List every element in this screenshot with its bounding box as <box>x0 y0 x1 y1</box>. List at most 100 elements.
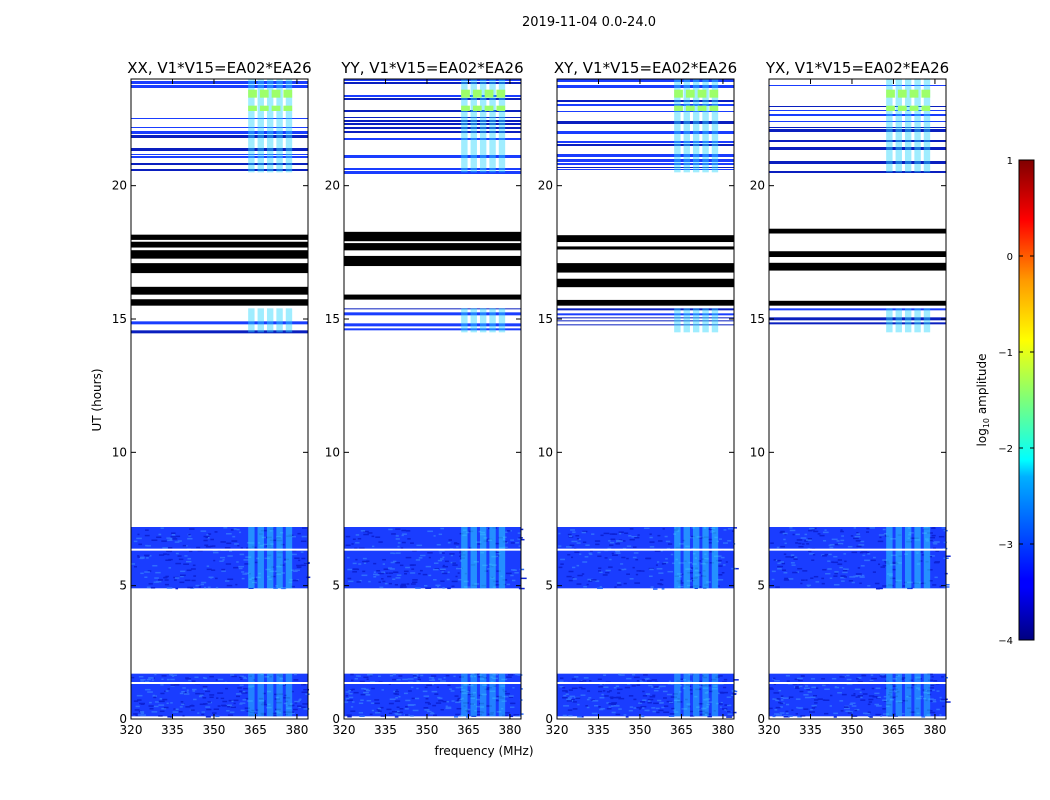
noise-speck <box>606 702 610 704</box>
noise-speck <box>909 679 913 682</box>
noise-speck <box>791 556 798 559</box>
noise-speck <box>436 686 439 689</box>
noise-speck <box>644 527 650 530</box>
noise-speck <box>412 674 419 676</box>
noise-speck <box>394 700 401 702</box>
noise-speck <box>850 702 856 704</box>
data-row <box>769 106 946 107</box>
noise-speck <box>189 528 195 530</box>
noise-speck <box>615 540 621 542</box>
noise-speck <box>839 566 843 569</box>
noise-speck <box>469 675 473 677</box>
noise-speck <box>389 698 396 701</box>
noise-speck <box>932 527 936 529</box>
noise-speck <box>855 575 861 577</box>
noise-speck <box>774 709 778 711</box>
noise-speck <box>656 568 663 570</box>
y-tick-label: 5 <box>119 579 127 593</box>
noise-speck <box>210 538 214 541</box>
noise-speck <box>839 676 845 678</box>
noise-speck <box>363 691 369 694</box>
noise-speck <box>705 698 711 700</box>
data-row <box>344 110 521 112</box>
noise-speck <box>520 688 523 690</box>
noise-speck <box>207 586 211 589</box>
noise-speck <box>494 584 500 586</box>
noise-speck <box>359 547 365 550</box>
noise-speck <box>146 557 149 559</box>
noise-speck <box>779 702 784 705</box>
noise-speck <box>676 680 680 682</box>
rfi-stripe <box>257 527 264 589</box>
noise-speck <box>623 582 627 585</box>
noise-speck <box>222 700 228 703</box>
noise-speck <box>170 536 177 538</box>
noise-speck <box>459 555 462 558</box>
noise-speck <box>800 675 805 677</box>
rfi-stripe <box>285 527 293 589</box>
noise-speck <box>291 553 297 556</box>
rfi-stripe <box>285 79 293 173</box>
noise-speck <box>880 673 886 676</box>
noise-speck <box>662 528 665 530</box>
noise-speck <box>204 544 209 547</box>
noise-speck <box>465 716 469 718</box>
x-tick-label: 365 <box>670 723 693 737</box>
noise-speck <box>415 559 421 561</box>
noise-speck <box>226 710 230 712</box>
noise-speck <box>571 540 578 543</box>
noise-speck <box>206 708 212 711</box>
noise-speck <box>810 708 813 711</box>
noise-speck <box>254 578 257 580</box>
noise-speck <box>261 713 266 716</box>
noise-speck <box>616 584 622 586</box>
noise-speck <box>140 712 145 714</box>
noise-speck <box>724 709 727 711</box>
noise-speck <box>562 696 568 699</box>
noise-speck <box>655 707 660 710</box>
noise-speck <box>233 528 237 530</box>
noise-speck <box>435 584 441 587</box>
noise-speck <box>301 527 307 529</box>
flagged-row <box>557 246 734 250</box>
noise-speck <box>588 580 593 582</box>
noise-speck <box>209 545 213 548</box>
noise-speck <box>644 709 650 712</box>
noise-speck <box>288 711 295 713</box>
noise-speck <box>867 703 871 706</box>
noise-speck <box>407 678 414 680</box>
noise-speck <box>183 563 190 565</box>
noise-speck <box>915 707 920 710</box>
noise-speck <box>272 539 277 542</box>
rfi-stripe <box>923 673 931 717</box>
noise-speck <box>709 550 714 553</box>
noise-speck <box>895 688 898 690</box>
rfi-stripe <box>674 673 681 717</box>
noise-speck <box>172 538 178 540</box>
noise-speck <box>892 685 897 687</box>
y-tick-label: 0 <box>545 712 553 726</box>
noise-speck <box>671 562 675 565</box>
noise-speck <box>449 553 455 555</box>
noise-speck <box>188 535 192 537</box>
noise-speck <box>362 570 366 573</box>
y-tick-label: 20 <box>325 179 340 193</box>
y-tick-label: 15 <box>325 312 340 326</box>
noise-speck <box>366 674 373 676</box>
noise-speck <box>363 530 369 533</box>
noise-speck <box>596 587 603 590</box>
noise-speck <box>806 539 809 541</box>
noise-speck <box>303 688 309 691</box>
noise-speck <box>352 562 357 565</box>
noise-speck <box>582 680 587 682</box>
y-tick-label: 5 <box>545 579 553 593</box>
noise-speck <box>831 561 834 563</box>
rfi-stripe <box>895 308 902 333</box>
noise-speck <box>455 701 461 704</box>
noise-speck <box>780 530 785 533</box>
noise-speck <box>725 561 728 563</box>
noise-speck <box>599 708 604 711</box>
noise-speck <box>788 696 794 698</box>
noise-speck <box>371 535 375 538</box>
rfi-hotspot <box>271 105 281 111</box>
